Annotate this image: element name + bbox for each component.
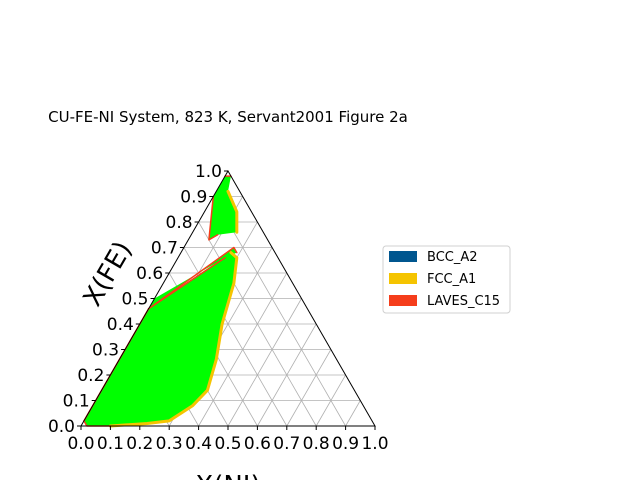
phase-boundary-fcc-a1 <box>108 251 239 428</box>
y-tick-label: 0.5 <box>121 290 148 310</box>
legend-label: LAVES_C15 <box>427 294 500 309</box>
phase-boundary-laves-c15 <box>147 246 238 310</box>
two-phase-region <box>208 176 237 240</box>
y-tick-label: 0.8 <box>166 213 193 233</box>
x-tick-label: 0.7 <box>273 434 300 454</box>
grid-line-cu <box>212 196 346 427</box>
y-tick-label: 0.9 <box>180 188 207 208</box>
legend-swatch <box>389 251 417 262</box>
x-tick-label: 0.3 <box>156 434 183 454</box>
legend: BCC_A2 FCC_A1 LAVES_C15 <box>382 245 511 314</box>
y-tick-label: 0.7 <box>151 239 178 259</box>
grid-line-ni <box>345 400 361 427</box>
legend-swatch <box>389 295 417 306</box>
phase-boundary-laves-c15 <box>147 256 226 310</box>
x-tick-label: 0.5 <box>214 434 241 454</box>
x-tick-label: 0.0 <box>67 434 94 454</box>
y-tick-label: 1.0 <box>195 162 222 182</box>
chart-title: CU-FE-NI System, 823 K, Servant2001 Figu… <box>48 108 408 126</box>
grid-line-ni <box>227 298 302 427</box>
grid-line-cu <box>198 221 317 427</box>
phase-region-layer <box>83 176 237 426</box>
x-tick-label: 0.2 <box>126 434 153 454</box>
x-axis-label: X(NI) <box>195 471 260 480</box>
y-tick-label: 0.2 <box>77 366 104 386</box>
x-tick-label: 0.9 <box>332 434 359 454</box>
x-tick-label: 0.8 <box>303 434 330 454</box>
tick-layer: 0.0 0.1 0.2 0.3 0.4 0.5 0.6 0.7 0.8 0.9 1.00.00.10… <box>48 162 389 454</box>
x-tick-label: 0.1 <box>97 434 124 454</box>
two-phase-region <box>83 252 237 426</box>
legend-items: BCC_A2 FCC_A1 LAVES_C15 <box>389 250 500 309</box>
y-tick-label: 0.4 <box>107 315 134 335</box>
phase-boundary-fcc-a1 <box>226 189 239 234</box>
y-tick-label: 0.0 <box>48 417 75 437</box>
y-tick-label: 0.1 <box>63 392 90 412</box>
x-tick-label: 0.4 <box>185 434 212 454</box>
y-tick-label: 0.6 <box>136 264 163 284</box>
x-tick-label: 0.6 <box>244 434 271 454</box>
two-phase-region <box>148 247 237 309</box>
legend-label: FCC_A1 <box>427 272 476 287</box>
phase-boundary-laves-c15 <box>208 195 219 241</box>
legend-label: BCC_A2 <box>427 250 478 265</box>
x-tick-label: 1.0 <box>361 434 388 454</box>
grid-line-ni <box>286 349 332 427</box>
y-tick-label: 0.3 <box>92 341 119 361</box>
legend-swatch <box>389 273 417 284</box>
